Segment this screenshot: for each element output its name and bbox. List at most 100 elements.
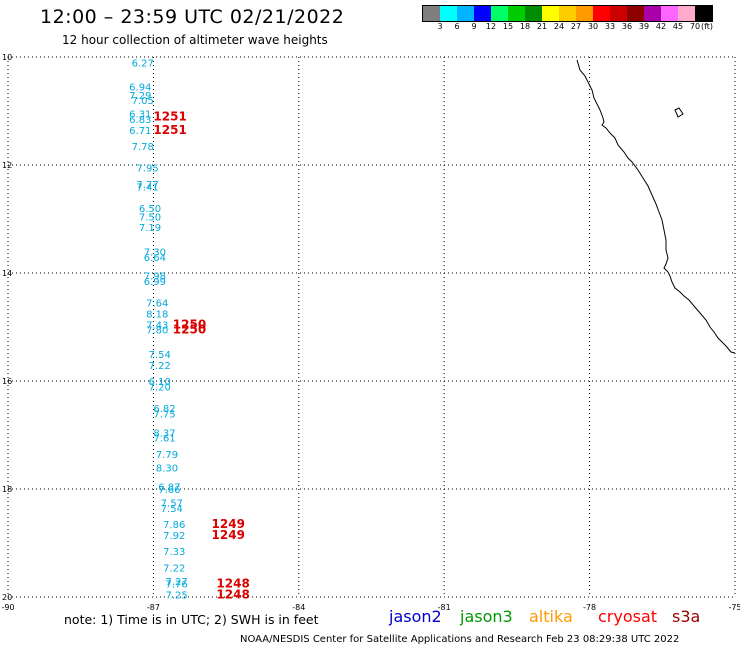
color-scale-label: 15 [502,22,514,31]
wave-reading: 7.66 [158,485,180,496]
wave-reading: 7.27 [166,577,188,588]
lon-label: -75 [728,603,740,612]
wave-reading: 6.50 [139,204,161,215]
lat-label: 10 [2,53,12,62]
lon-label: -87 [147,603,160,612]
wave-reading: 8.30 [156,463,178,474]
wave-reading: 7.95 [136,164,158,175]
wave-reading: 7.20 [149,382,171,393]
color-swatch [559,6,576,21]
legend-note: note: 1) Time is in UTC; 2) SWH is in fe… [64,612,319,627]
lon-label: -90 [1,603,14,612]
wave-reading: 7.77 [136,180,158,191]
lat-label: 14 [2,269,12,278]
lat-label: 12 [2,161,12,170]
color-scale-label: 33 [604,22,616,31]
wave-reading: 7.57 [161,499,183,510]
color-scale-label: 6 [454,22,460,31]
wave-reading: 7.19 [139,223,161,234]
color-swatch [423,6,440,21]
footer-credit: NOAA/NESDIS Center for Satellite Applica… [240,634,680,645]
color-swatch [644,6,661,21]
color-swatch [440,6,457,21]
wave-reading: 7.64 [146,299,168,310]
color-swatch [678,6,695,21]
axis-labels: 10 12 14 16 18 20-90 -87 -84 -81 -78 -75 [1,53,740,612]
wave-reading: 7.92 [163,531,185,542]
wave-reading: 7.41 [136,183,158,194]
sat-s3a: s3a [672,607,701,626]
wave-reading: 6.82 [153,404,175,415]
wave-reading: 8.18 [146,310,168,321]
color-scale-label: 9 [471,22,477,31]
color-swatch [474,6,491,21]
wave-reading: 7.86 [163,520,185,531]
lon-label: -78 [583,603,596,612]
lat-label: 18 [2,485,12,494]
wave-reading: 6.27 [132,58,154,69]
wave-reading: 6.64 [144,253,166,264]
color-scale-label: 70 [689,22,701,31]
wave-reading: 6.87 [158,482,180,493]
track-label: 1251 [153,123,186,137]
wave-reading: 7.78 [132,142,154,153]
color-swatch [491,6,508,21]
track-label: 1249 [212,517,245,531]
wave-reading: 7.25 [166,590,188,601]
wave-reading: 7.33 [163,547,185,558]
color-swatch [508,6,525,21]
color-swatch [593,6,610,21]
wave-reading: 6.99 [144,277,166,288]
wave-reading: 7.50 [139,212,161,223]
lat-label: 16 [2,377,12,386]
track-label: 1250 [173,323,206,337]
color-swatch [661,6,678,21]
lon-label: -84 [292,603,305,612]
wave-reading: 7.30 [144,247,166,258]
wave-reading: 7.54 [161,504,183,515]
track-label: 1248 [216,587,249,601]
coastline [576,59,736,354]
wave-reading: 6.31 [129,110,151,121]
wave-reading: 7.22 [149,361,171,372]
sat-altika: altika [529,607,573,626]
color-swatch [695,6,712,21]
color-swatch [627,6,644,21]
color-scale-label: 42 [655,22,667,31]
track-label: 1249 [212,528,245,542]
lon-label: -81 [438,603,451,612]
track-label: 1251 [153,109,186,123]
wave-reading: 7.79 [156,450,178,461]
wave-readings-layer: 6.27 6.947.297.05 6.316.836.71 7.78 7.95 7.77… [129,58,188,601]
wave-reading: 6.71 [129,126,151,137]
color-swatch [610,6,627,21]
lat-label: 20 [2,593,12,602]
wave-reading: 7.75 [153,409,175,420]
wave-reading: 6.10 [149,377,171,388]
wave-reading: 7.43 [146,320,168,331]
wave-reading: 6.94 [129,83,151,94]
wave-reading: 7.22 [163,563,185,574]
wave-reading: 7.05 [132,96,154,107]
wave-reading: 7.76 [166,580,188,591]
color-scale-label: 45 [672,22,684,31]
sat-jason2: jason2 [389,607,442,626]
color-scale-label: 36 [621,22,633,31]
color-swatch [576,6,593,21]
color-swatch [457,6,474,21]
color-scale-label: 12 [485,22,497,31]
color-scale-label: 27 [570,22,582,31]
wave-reading: 7.61 [153,434,175,445]
track-label: 1248 [216,577,249,591]
sat-jason3: jason3 [460,607,513,626]
color-scale-label: 18 [519,22,531,31]
wave-reading: 6.83 [129,115,151,126]
color-scale-label: 30 [587,22,599,31]
color-scale-bar [422,5,713,22]
sat-cryosat: cryosat [598,607,658,626]
page-title: 12:00 – 23:59 UTC 02/21/2022 [40,6,345,28]
wave-reading: 7.29 [129,91,151,102]
color-scale-label: 39 [638,22,650,31]
